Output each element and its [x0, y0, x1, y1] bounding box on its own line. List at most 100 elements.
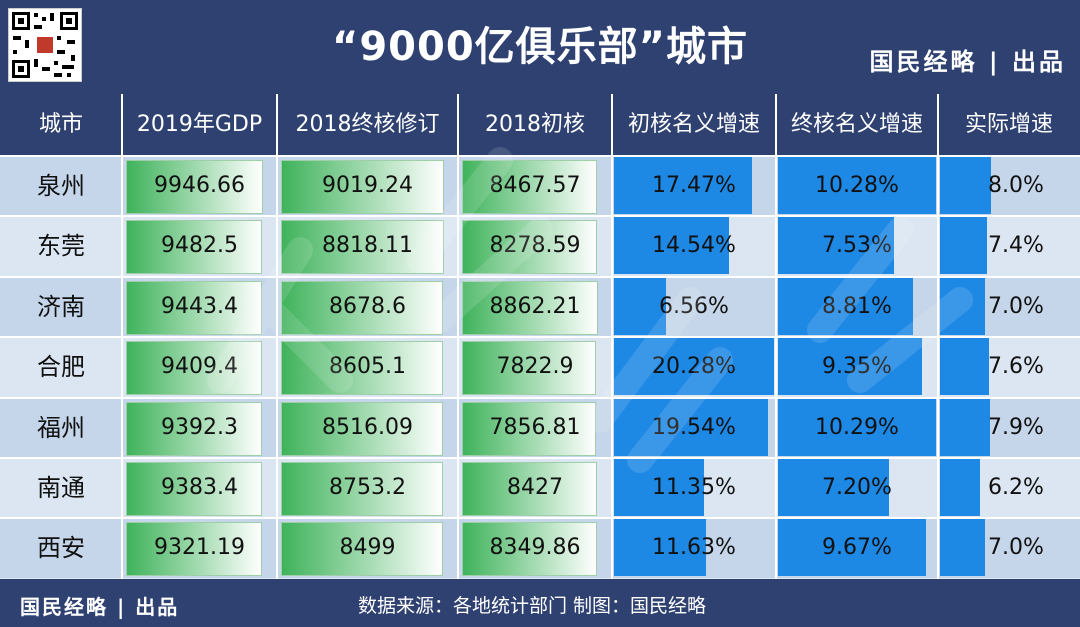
growth-bar-final-growth: [778, 397, 936, 456]
column-divider: [611, 94, 613, 579]
row-divider: [0, 336, 1080, 339]
growth-bar-initial-growth: [614, 156, 752, 214]
growth-bar-final-growth: [778, 216, 894, 275]
growth-bar-initial-growth: [614, 216, 729, 275]
value-label-final-2018: 8605.1: [329, 354, 406, 380]
table-row: 南通 9383.4 8753.2 8427 11.35% 7.20% 6.2%: [0, 458, 1080, 518]
value-bar-gdp-2019: [126, 401, 262, 456]
growth-label-real-growth: 6.2%: [988, 475, 1044, 500]
column-divider: [121, 94, 123, 579]
growth-bar-final-growth: [778, 156, 936, 214]
value-bar-initial-2018: [462, 341, 596, 396]
growth-label-real-growth: 7.9%: [988, 414, 1044, 440]
value-label-initial-2018: 7856.81: [489, 414, 581, 440]
growth-bar-final-growth: [778, 458, 889, 516]
city-name: 东莞: [37, 232, 85, 261]
column-header-final-2018: 2018终核修订: [295, 112, 440, 137]
growth-label-final-growth: 9.35%: [822, 354, 892, 380]
growth-bar-initial-growth: [614, 518, 706, 577]
growth-bar-real-growth: [940, 518, 985, 577]
growth-label-initial-growth: 20.28%: [652, 354, 736, 380]
growth-bar-real-growth: [940, 458, 980, 516]
table-row: 东莞 9482.5 8818.11 8278.59 14.54% 7.53% 7.4%: [0, 216, 1080, 277]
value-label-gdp-2019: 9321.19: [154, 535, 245, 561]
value-label-final-2018: 9019.24: [322, 173, 413, 198]
growth-bar-real-growth: [940, 156, 991, 214]
table-row: 泉州 9946.66 9019.24 8467.57 17.47% 10.28% 8.0%: [0, 156, 1080, 216]
header: “9000亿俱乐部”城市 国民经略 | 出品: [0, 0, 1080, 94]
page-title: “9000亿俱乐部”城市: [332, 24, 748, 70]
table-row: 济南 9443.4 8678.6 8862.21 6.56% 8.81% 7.0%: [0, 276, 1080, 337]
column-divider: [775, 94, 777, 579]
value-label-initial-2018: 7822.9: [496, 354, 574, 380]
city-name: 西安: [37, 534, 85, 563]
growth-label-final-growth: 8.81%: [822, 293, 892, 319]
value-label-initial-2018: 8862.21: [489, 293, 581, 319]
growth-bar-initial-growth: [614, 397, 768, 456]
growth-label-final-growth: 7.53%: [822, 233, 892, 259]
value-label-initial-2018: 8278.59: [489, 233, 581, 259]
column-divider: [457, 94, 459, 579]
value-bar-initial-2018: [462, 462, 597, 516]
city-name: 济南: [37, 292, 85, 321]
growth-label-initial-growth: 19.54%: [652, 414, 736, 440]
header-brand: 国民经略 | 出品: [869, 48, 1066, 76]
column-header-initial-2018: 2018初核: [485, 112, 585, 137]
growth-label-final-growth: 10.29%: [815, 414, 899, 440]
growth-label-real-growth: 7.4%: [988, 233, 1044, 259]
footer-source: 数据来源：各地统计部门 制图：国民经略: [358, 595, 707, 617]
growth-label-initial-growth: 14.54%: [652, 233, 736, 259]
row-divider: [0, 457, 1080, 459]
growth-label-real-growth: 7.0%: [988, 293, 1044, 319]
growth-label-real-growth: 7.6%: [988, 354, 1044, 380]
value-label-final-2018: 8753.2: [329, 475, 406, 500]
row-divider: [0, 215, 1080, 218]
value-bar-final-2018: [281, 280, 443, 335]
growth-bar-final-growth: [778, 518, 926, 577]
column-header-final-growth: 终核名义增速: [790, 112, 923, 137]
value-bar-initial-2018: [462, 522, 597, 577]
column-header-real-growth: 实际增速: [964, 112, 1053, 137]
value-label-gdp-2019: 9946.66: [154, 173, 245, 198]
column-divider: [276, 94, 278, 579]
value-bar-final-2018: [281, 462, 443, 516]
value-label-gdp-2019: 9383.4: [161, 475, 238, 500]
growth-bar-final-growth: [778, 276, 913, 335]
column-header-city: 城市: [38, 112, 83, 137]
row-divider: [0, 155, 1080, 157]
row-divider: [0, 517, 1080, 520]
growth-label-final-growth: 9.67%: [822, 535, 892, 561]
city-name: 福州: [37, 413, 85, 442]
growth-label-final-growth: 7.20%: [822, 475, 892, 500]
value-bar-final-2018: [281, 522, 443, 577]
row-divider: [0, 396, 1080, 399]
value-label-initial-2018: 8427: [507, 475, 563, 500]
growth-bar-real-growth: [940, 397, 990, 456]
table-row: 西安 9321.19 8499 8349.86 11.63% 9.67% 7.0%: [0, 518, 1080, 579]
growth-bar-initial-growth: [614, 458, 704, 516]
value-bar-gdp-2019: [126, 462, 262, 516]
value-bar-gdp-2019: [126, 280, 262, 335]
value-label-gdp-2019: 9409.4: [161, 354, 238, 380]
growth-label-initial-growth: 6.56%: [659, 293, 729, 319]
value-bar-final-2018: [281, 341, 443, 396]
table-header: 城市 2019年GDP 2018终核修订 2018初核 初核名义增速 终核名义增速 实际增速: [0, 94, 1080, 156]
value-label-gdp-2019: 9443.4: [161, 293, 238, 319]
growth-label-final-growth: 10.28%: [815, 173, 899, 198]
value-bar-final-2018: [281, 401, 443, 456]
growth-bar-final-growth: [778, 337, 922, 396]
qr-code: [8, 8, 82, 82]
footer-brand: 国民经略 | 出品: [20, 595, 180, 619]
value-bar-final-2018: [281, 220, 444, 275]
value-bar-initial-2018: [462, 401, 596, 456]
value-bar-gdp-2019: [126, 160, 263, 214]
growth-bar-real-growth: [940, 216, 987, 275]
value-bar-initial-2018: [462, 160, 597, 214]
growth-bar-initial-growth: [614, 276, 666, 335]
value-label-final-2018: 8818.11: [322, 233, 413, 259]
city-name: 南通: [37, 474, 85, 502]
value-label-final-2018: 8678.6: [329, 293, 406, 319]
value-bar-gdp-2019: [126, 522, 262, 577]
row-divider: [0, 275, 1080, 278]
column-header-gdp-2019: 2019年GDP: [136, 112, 263, 137]
